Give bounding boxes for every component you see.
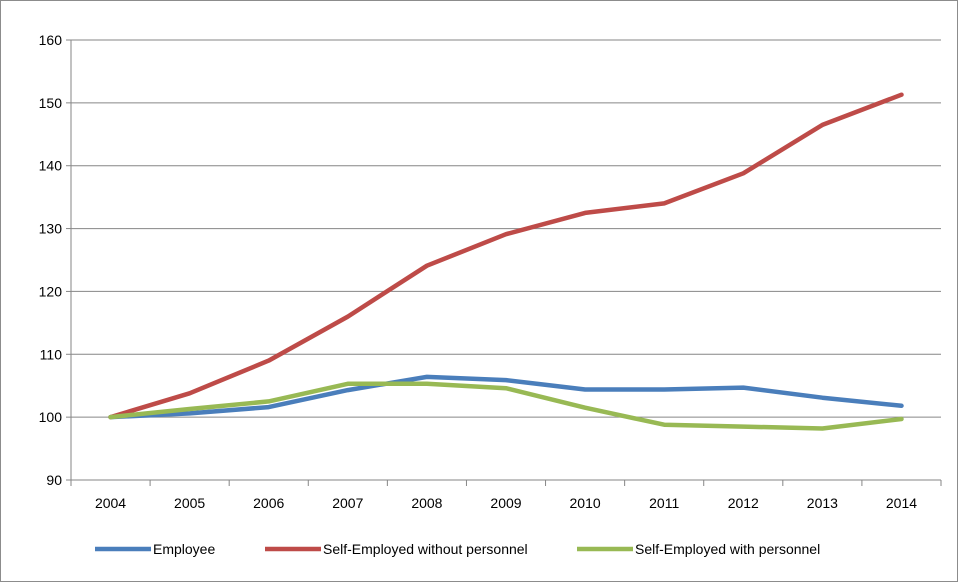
- y-tick-label: 160: [39, 32, 63, 48]
- x-tick-label: 2013: [807, 495, 838, 511]
- series-line-1: [111, 95, 902, 417]
- legend-label: Self-Employed without personnel: [323, 541, 528, 557]
- x-tick-label: 2011: [649, 495, 679, 511]
- x-axis-ticks: 2004 2005 2006 2007 2008 2009 2010 2011 2012 2013…: [71, 480, 941, 511]
- x-tick-label: 2009: [490, 495, 521, 511]
- y-tick-label: 150: [39, 95, 63, 111]
- legend: Employee Self-Employed without personnel S…: [95, 541, 820, 557]
- y-tick-label: 130: [39, 221, 63, 237]
- y-tick-label: 120: [39, 283, 63, 299]
- x-tick-label: 2010: [570, 495, 601, 511]
- x-tick-label: 2007: [332, 495, 363, 511]
- y-axis-ticks: 90 100 110 120 130 140 150 160: [39, 32, 71, 488]
- x-tick-label: 2006: [253, 495, 284, 511]
- x-tick-label: 2012: [728, 495, 759, 511]
- series-line-0: [111, 377, 902, 417]
- y-tick-label: 110: [40, 346, 63, 362]
- x-tick-label: 2014: [886, 495, 917, 511]
- x-tick-label: 2004: [95, 495, 126, 511]
- legend-label: Self-Employed with personnel: [635, 541, 820, 557]
- gridlines: [71, 40, 941, 417]
- y-tick-label: 140: [39, 158, 63, 174]
- legend-label: Employee: [153, 541, 215, 557]
- x-tick-label: 2008: [411, 495, 442, 511]
- y-tick-label: 90: [46, 472, 62, 488]
- y-tick-label: 100: [39, 409, 63, 425]
- series-lines: [111, 95, 902, 429]
- x-tick-label: 2005: [174, 495, 205, 511]
